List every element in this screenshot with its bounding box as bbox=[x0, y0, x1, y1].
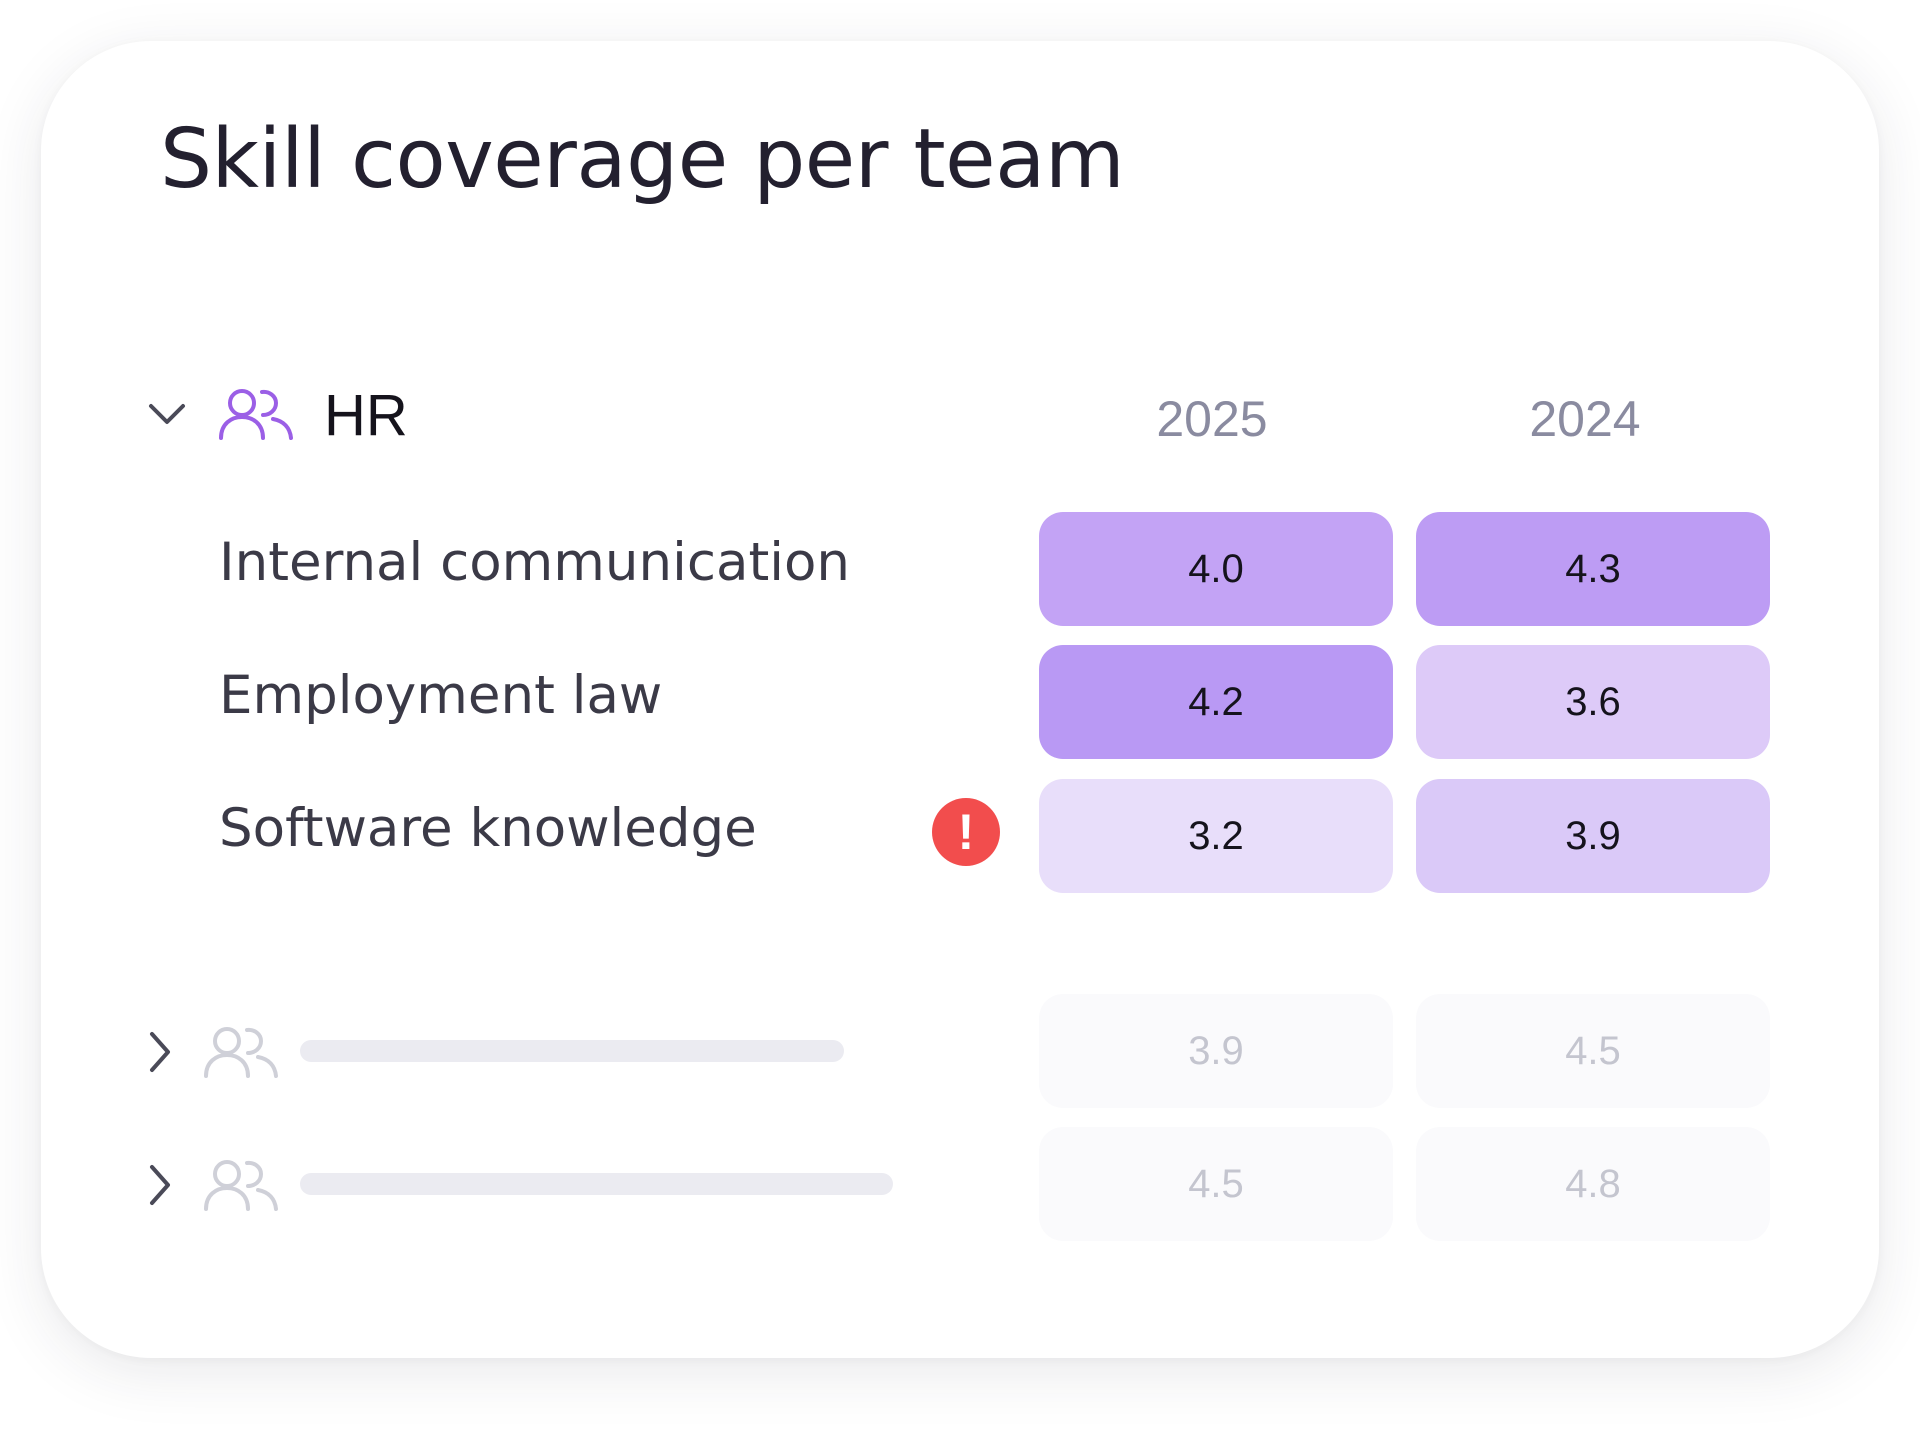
team-icon bbox=[204, 1027, 278, 1078]
score-cell: 3.9 bbox=[1416, 779, 1770, 893]
alert-icon: ! bbox=[932, 798, 1000, 866]
skill-label: Software knowledge bbox=[219, 798, 757, 859]
chevron-down-icon[interactable] bbox=[145, 392, 189, 436]
score-cell: 4.5 bbox=[1416, 994, 1770, 1108]
team-name[interactable]: HR bbox=[324, 383, 408, 448]
score-cell: 4.2 bbox=[1039, 645, 1393, 759]
page-title: Skill coverage per team bbox=[160, 112, 1125, 207]
chevron-right-icon[interactable] bbox=[138, 1163, 182, 1207]
score-cell: 4.5 bbox=[1039, 1127, 1393, 1241]
skill-label: Internal communication bbox=[219, 532, 850, 593]
team-icon bbox=[219, 389, 293, 440]
year-header-2025: 2025 bbox=[1156, 391, 1268, 447]
chevron-right-icon[interactable] bbox=[138, 1030, 182, 1074]
year-header-2024: 2024 bbox=[1529, 391, 1641, 447]
team-icon bbox=[204, 1160, 278, 1211]
team-name-placeholder bbox=[300, 1040, 844, 1062]
score-cell: 3.9 bbox=[1039, 994, 1393, 1108]
score-cell: 3.6 bbox=[1416, 645, 1770, 759]
score-cell: 4.0 bbox=[1039, 512, 1393, 626]
score-cell: 4.3 bbox=[1416, 512, 1770, 626]
score-cell: 3.2 bbox=[1039, 779, 1393, 893]
team-name-placeholder bbox=[300, 1173, 893, 1195]
score-cell: 4.8 bbox=[1416, 1127, 1770, 1241]
skill-label: Employment law bbox=[219, 665, 663, 726]
